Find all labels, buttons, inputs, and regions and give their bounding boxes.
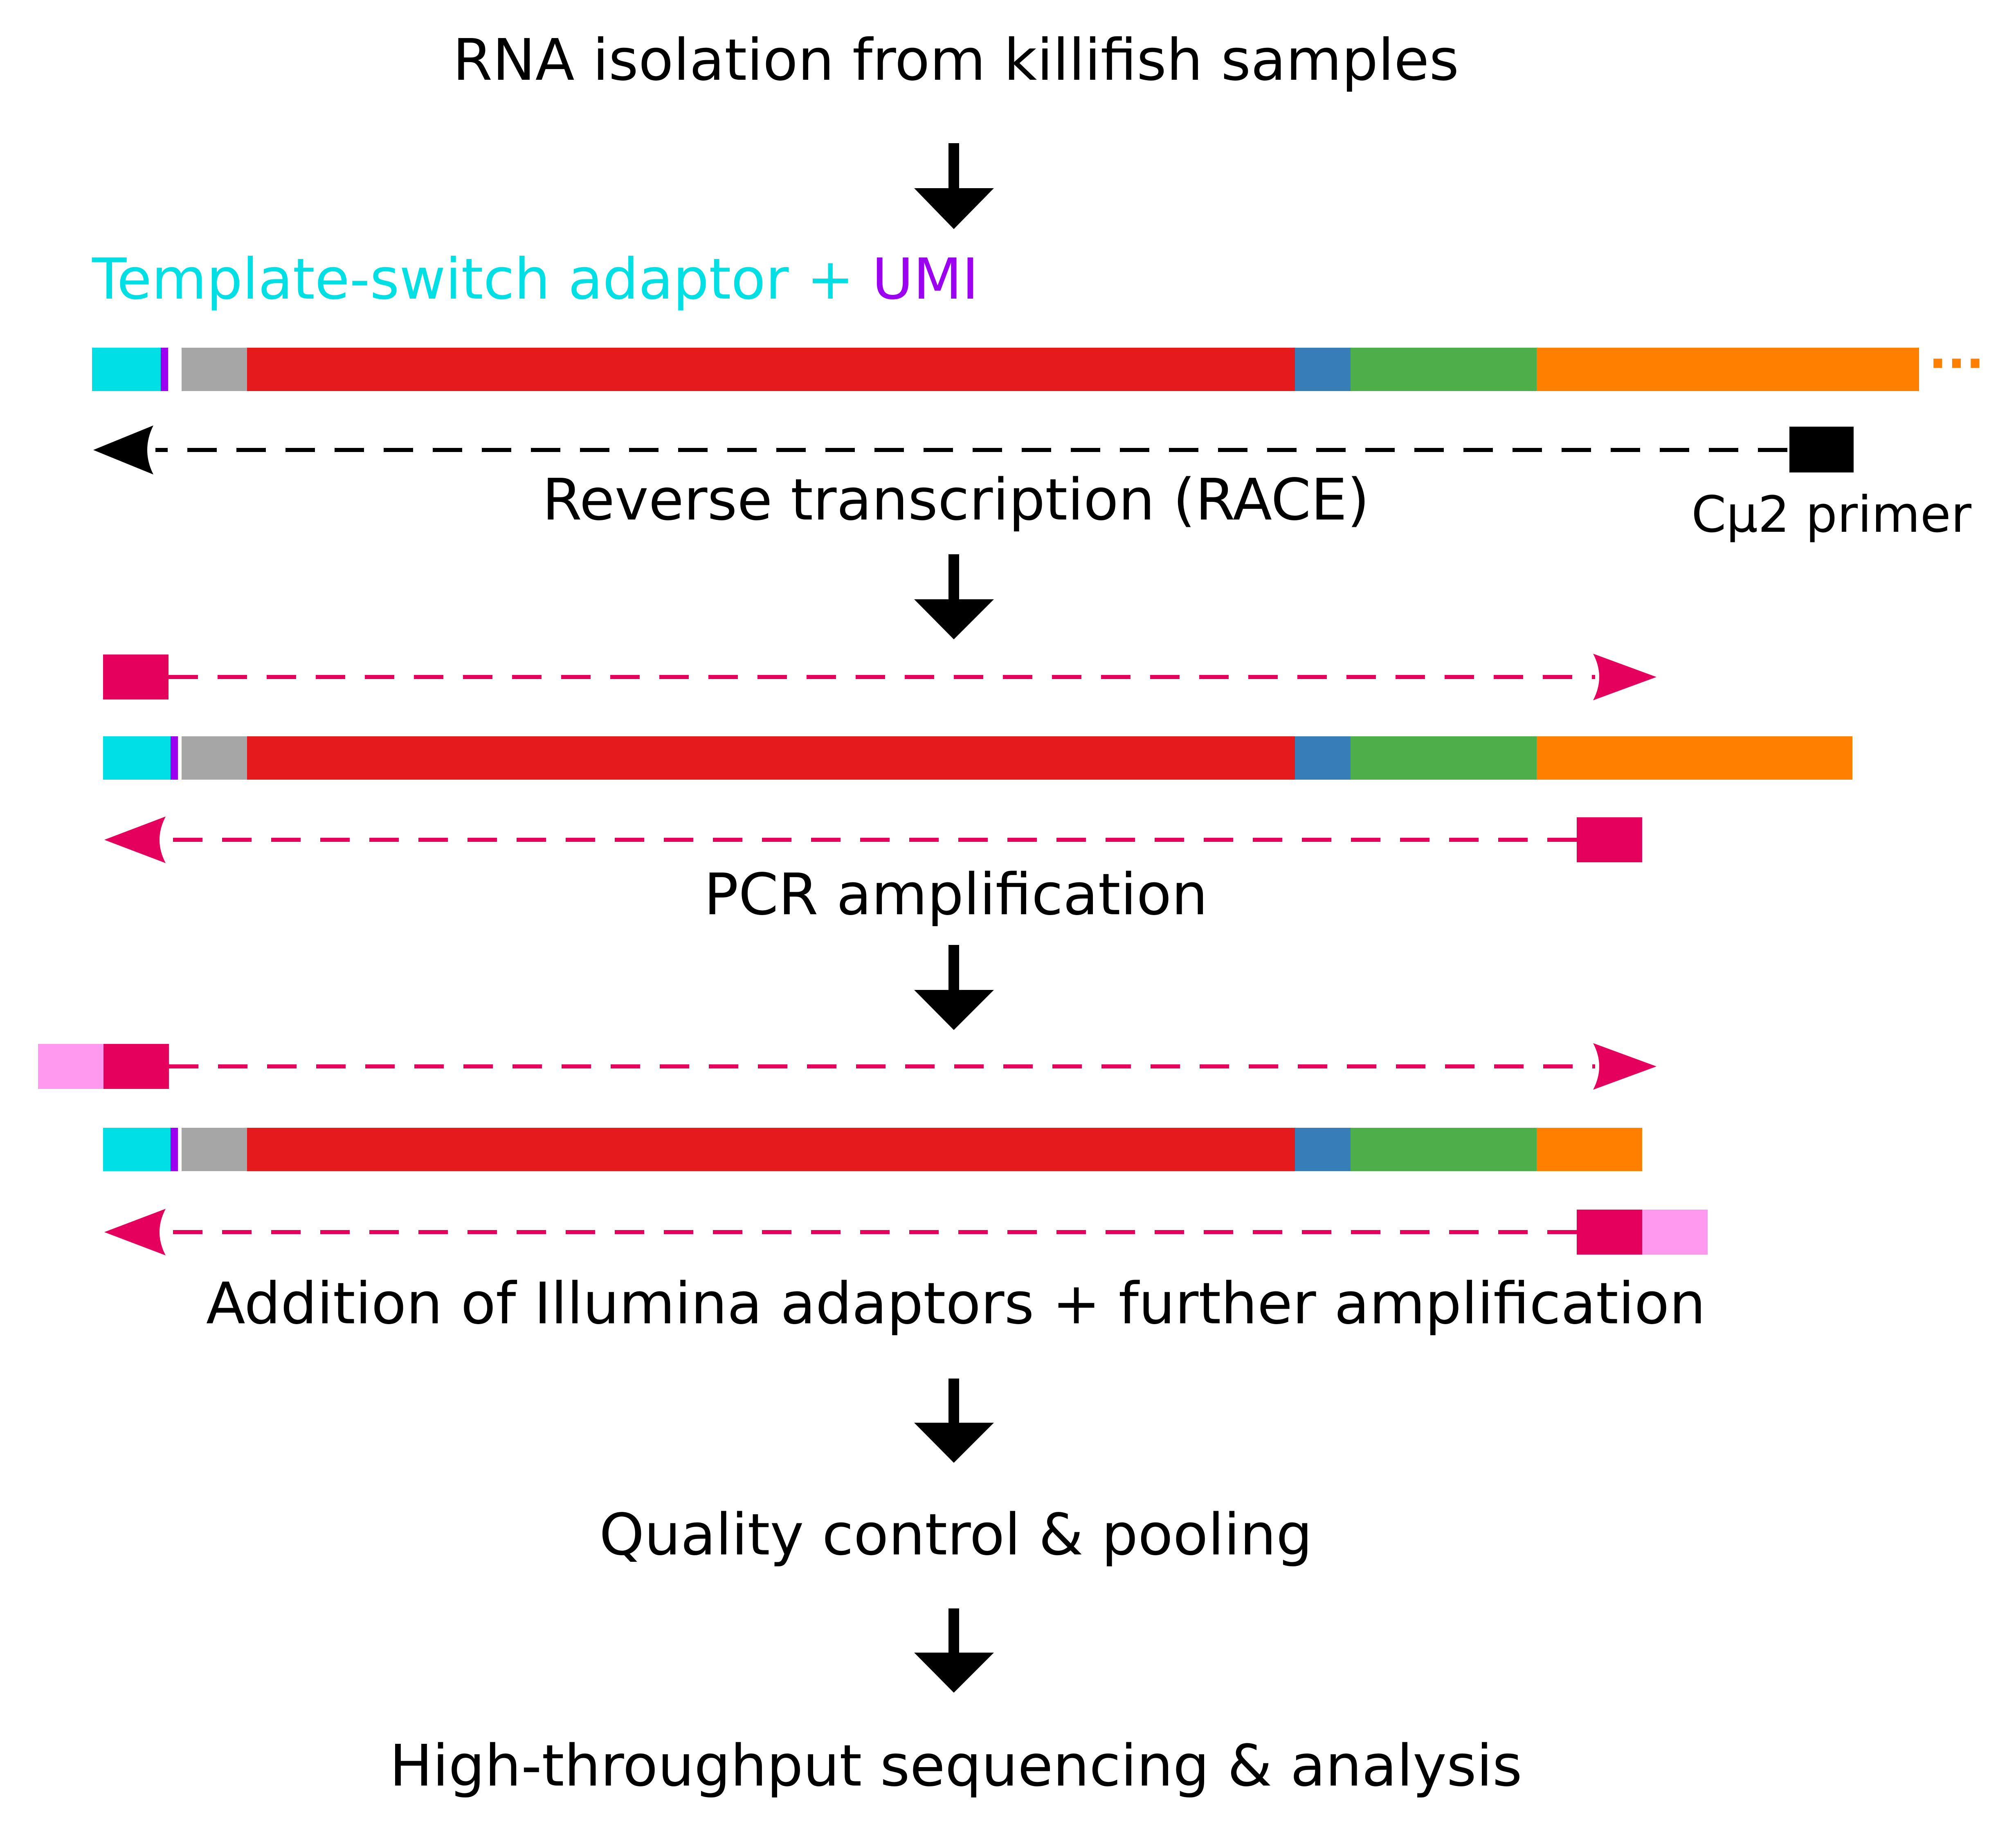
segment-orange <box>1537 1128 1642 1171</box>
amplicon-sequence <box>103 1128 1642 1171</box>
step-rna-isolation: RNA isolation from killifish samples <box>453 27 1459 94</box>
segment-template-switch <box>103 736 171 780</box>
cmu2-primer-block <box>1789 427 1854 472</box>
step-quality-control: Quality control & pooling <box>599 1502 1313 1568</box>
mrna-sequence <box>92 348 1919 391</box>
segment-red <box>247 348 1295 391</box>
continuation-ellipsis: ··· <box>1928 335 1985 392</box>
cdna-sequence <box>103 736 1852 780</box>
template-switch-label: Template-switch adaptor <box>92 246 789 312</box>
step-pcr-amplification: PCR amplification <box>704 861 1208 928</box>
segment-green <box>1351 736 1537 780</box>
illumina-forward-primer <box>103 1044 169 1089</box>
illumina-reverse-arrow <box>104 1209 1577 1255</box>
illumina-forward-arrow <box>169 1043 1656 1090</box>
step-reverse-transcription: Reverse transcription (RACE) <box>542 467 1369 533</box>
segment-orange <box>1537 348 1919 391</box>
segment-blue <box>1295 1128 1351 1171</box>
umi-label: UMI <box>872 246 979 312</box>
segment-umi <box>161 348 168 391</box>
cmu2-primer-label: Cμ2 primer <box>1691 486 1972 544</box>
segment-red <box>247 736 1295 780</box>
pcr-forward-arrow <box>169 654 1656 700</box>
step-illumina-addition: Addition of Illumina adaptors + further … <box>206 1271 1706 1337</box>
segment-blue <box>1295 736 1351 780</box>
illumina-reverse-primer <box>1577 1210 1642 1255</box>
pcr-reverse-arrow <box>104 816 1577 863</box>
illumina-forward-adaptor <box>38 1044 103 1089</box>
step-sequencing: High-throughput sequencing & analysis <box>389 1733 1522 1799</box>
rt-arrow <box>93 425 1787 475</box>
segment-template-switch <box>92 348 161 391</box>
down-arrow-5 <box>914 1608 994 1693</box>
segment-umi <box>171 736 178 780</box>
plus-sign: + <box>789 246 872 312</box>
segment-green <box>1351 348 1537 391</box>
down-arrow-3 <box>914 945 994 1030</box>
segment-grey <box>182 736 247 780</box>
down-arrow-4 <box>914 1379 994 1463</box>
down-arrow-1 <box>914 143 994 229</box>
segment-umi <box>171 1128 178 1171</box>
illumina-reverse-adaptor <box>1642 1210 1708 1255</box>
down-arrow-2 <box>914 554 994 639</box>
segment-orange <box>1537 736 1852 780</box>
segment-blue <box>1295 348 1351 391</box>
segment-grey <box>182 348 247 391</box>
pcr-reverse-primer <box>1577 817 1642 862</box>
template-switch-umi-label: Template-switch adaptor + UMI <box>92 246 979 312</box>
segment-template-switch <box>103 1128 171 1171</box>
segment-green <box>1351 1128 1537 1171</box>
segment-red <box>247 1128 1295 1171</box>
segment-grey <box>182 1128 247 1171</box>
pcr-forward-primer <box>103 654 169 699</box>
